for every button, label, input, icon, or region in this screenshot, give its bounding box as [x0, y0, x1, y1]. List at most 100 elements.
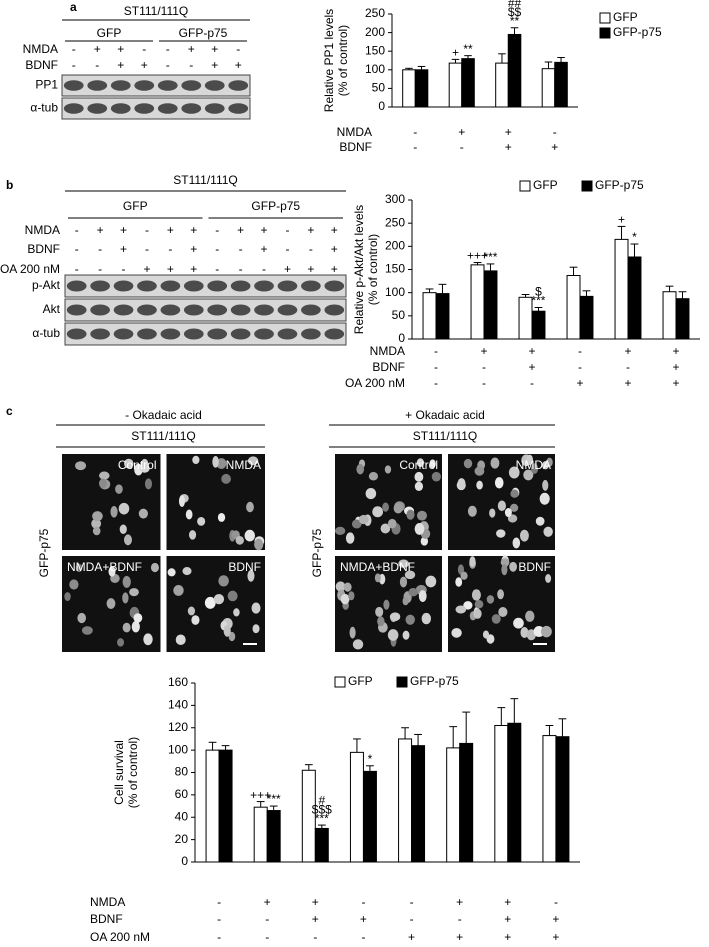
bar — [566, 275, 581, 340]
condition-sign: - — [309, 242, 313, 256]
nucleus — [213, 593, 225, 605]
bar — [349, 751, 364, 863]
nucleus — [123, 534, 132, 546]
annotation: *** — [315, 811, 329, 825]
blot-band — [181, 80, 202, 91]
nucleus — [122, 592, 129, 604]
condition-label: NMDA — [25, 223, 60, 237]
condition-sign: - — [75, 262, 79, 276]
nucleus — [334, 526, 346, 535]
nucleus — [490, 457, 500, 469]
nucleus — [150, 562, 159, 573]
nucleus — [498, 607, 508, 618]
blot-band — [301, 328, 321, 340]
blot-band — [66, 328, 87, 340]
nucleus — [414, 481, 424, 491]
blot-strip — [64, 298, 347, 322]
nucleus — [393, 503, 403, 514]
nucleus — [541, 625, 552, 638]
annotation: +++ — [250, 788, 271, 802]
nucleus — [115, 484, 123, 494]
blot-band — [207, 304, 228, 316]
blot-band — [228, 80, 249, 91]
nucleus — [77, 612, 87, 624]
nucleus — [228, 631, 236, 642]
y-tick-label: 250 — [365, 6, 385, 20]
condition-label: NMDA — [23, 42, 58, 56]
nucleus — [474, 599, 484, 609]
condition-sign: - — [434, 360, 438, 374]
nucleus — [497, 589, 504, 600]
condition-sign: + — [505, 125, 512, 139]
nucleus — [175, 634, 186, 646]
condition-sign: - — [434, 376, 438, 390]
blot-band — [230, 280, 251, 292]
nucleus — [108, 566, 116, 577]
blot-group: GFP-p75 — [251, 199, 300, 213]
blot-strip — [61, 97, 251, 120]
blot-band — [87, 103, 108, 114]
condition-sign: - — [553, 125, 557, 139]
nucleus — [216, 458, 227, 469]
blot-group: GFP-p75 — [179, 26, 228, 40]
nucleus — [75, 461, 87, 471]
bar — [422, 292, 437, 340]
bar — [494, 725, 509, 863]
blot-band — [66, 304, 87, 316]
y-tick-label: 140 — [168, 698, 188, 712]
legend-label: GFP-p75 — [613, 25, 662, 39]
bar — [554, 61, 568, 108]
band-label: α-tub — [30, 101, 58, 115]
nucleus — [460, 571, 468, 580]
blot-band — [324, 280, 345, 292]
nucleus — [343, 582, 352, 592]
y-tick-label: 20 — [175, 832, 189, 846]
legend-label: GFP — [613, 10, 638, 24]
condition-sign: + — [552, 912, 559, 926]
nucleus — [217, 512, 226, 522]
nucleus — [91, 518, 102, 529]
bar — [459, 742, 474, 863]
nucleus — [340, 593, 350, 605]
condition-sign: + — [331, 223, 338, 237]
condition-sign: + — [188, 42, 195, 56]
condition-sign: - — [578, 344, 582, 358]
bar — [435, 293, 450, 340]
condition-sign: - — [239, 242, 243, 256]
blot-band — [63, 103, 84, 114]
blot-band — [228, 103, 249, 114]
nucleus — [543, 526, 553, 537]
nucleus — [375, 606, 384, 618]
nucleus — [402, 630, 410, 640]
y-axis-label: Cell survival — [112, 740, 126, 805]
blot-band — [90, 304, 110, 316]
nucleus — [420, 536, 429, 546]
condition-sign: + — [504, 912, 511, 926]
condition-label: BDNF — [25, 58, 58, 72]
bar — [627, 256, 642, 340]
y-tick-label: 200 — [365, 25, 385, 39]
nucleus — [463, 601, 473, 610]
condition-sign: - — [410, 895, 414, 909]
nucleus — [252, 624, 260, 634]
blot-band — [277, 328, 298, 340]
bar — [470, 264, 485, 340]
bar — [448, 62, 463, 108]
condition-sign: + — [261, 223, 268, 237]
blot-title: ST111/111Q — [173, 173, 237, 187]
blot-band — [134, 80, 155, 91]
micrograph-label: BDNF — [228, 560, 261, 574]
condition-sign: - — [217, 912, 221, 926]
y-axis-label: Relative p-Akt/Akt levels — [352, 205, 366, 334]
legend-swatch — [396, 676, 408, 688]
condition-sign: - — [95, 58, 99, 72]
nucleus — [387, 629, 399, 641]
condition-sign: - — [122, 262, 126, 276]
condition-sign: - — [166, 58, 170, 72]
condition-sign: + — [331, 262, 338, 276]
bar — [518, 296, 533, 340]
blot-band — [137, 328, 157, 340]
condition-label: OA 200 nM — [345, 376, 405, 390]
nucleus — [204, 596, 216, 609]
